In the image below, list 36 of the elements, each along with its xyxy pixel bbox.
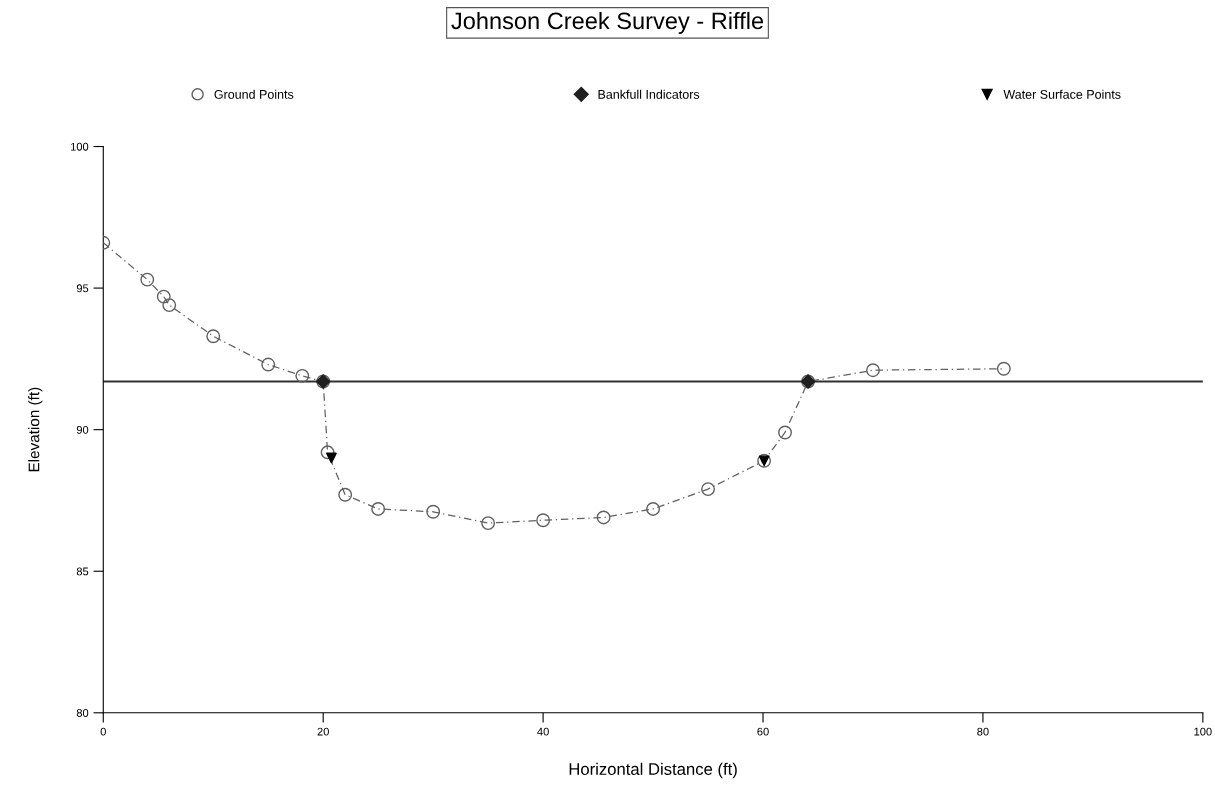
point	[646, 501, 661, 516]
chart-title: Johnson Creek Survey - Riffle	[451, 11, 764, 34]
point	[156, 289, 171, 304]
x-tick-label: 100	[1194, 727, 1212, 736]
x-tick-label: 0	[100, 727, 106, 736]
point	[701, 482, 715, 497]
x-tick-label: 20	[317, 727, 329, 736]
y-tick-label: 80	[76, 709, 89, 717]
y-tick-label: 85	[76, 567, 89, 576]
point	[778, 425, 792, 440]
point	[140, 272, 155, 287]
point	[320, 445, 335, 460]
point	[206, 329, 221, 344]
point	[295, 368, 310, 383]
legend-label: Bankfull Indicators	[598, 89, 700, 99]
y-tick-label: 100	[71, 142, 89, 151]
legend-label: Water Surface Points	[1003, 89, 1121, 99]
point	[261, 357, 276, 372]
legend-label: Ground Points	[214, 89, 294, 99]
point	[866, 363, 880, 378]
point	[996, 361, 1011, 376]
x-tick-label: 40	[537, 727, 549, 736]
y-axis-title: Elevation (ft)	[28, 387, 43, 472]
y-tick-label: 95	[76, 284, 89, 293]
point	[326, 452, 337, 464]
point	[536, 513, 551, 528]
point	[481, 516, 496, 531]
x-tick-label: 60	[757, 727, 769, 736]
point	[338, 487, 353, 502]
point	[426, 504, 441, 519]
point	[371, 501, 386, 516]
y-tick-label: 90	[76, 425, 89, 434]
x-axis-title: Horizontal Distance (ft)	[569, 762, 737, 779]
point	[162, 298, 177, 313]
point	[596, 510, 611, 525]
x-tick-label: 80	[977, 727, 989, 736]
